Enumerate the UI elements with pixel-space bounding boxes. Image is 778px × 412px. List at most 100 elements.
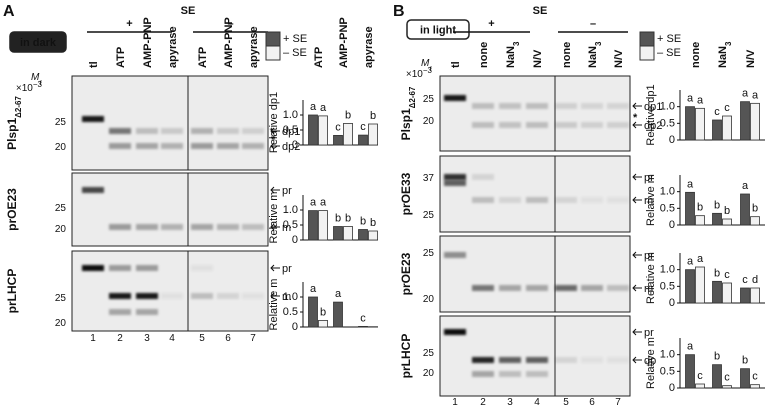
lane-header-base: NaN — [587, 46, 599, 68]
bar — [333, 301, 343, 328]
gel — [439, 155, 631, 233]
minus-label: – — [227, 18, 233, 30]
band-label: pr — [282, 263, 292, 275]
gel-band — [136, 293, 158, 299]
bar — [722, 282, 732, 304]
bar — [358, 134, 368, 146]
band-label: dp1 — [644, 101, 662, 113]
lane-number: 2 — [480, 397, 486, 408]
blot-name-sub: Δ2-67 — [14, 96, 23, 118]
lane-header: apyrase — [167, 26, 179, 68]
gel-band — [82, 116, 104, 122]
legend-label: – SE — [283, 47, 307, 59]
y-tick-label: 0 — [669, 297, 675, 309]
significance-letter: b — [345, 213, 351, 225]
size-marker: 25 — [423, 348, 435, 359]
bar — [685, 269, 695, 304]
significance-letter: c — [335, 121, 341, 133]
gel-band — [161, 293, 183, 299]
y-tick-label: 0.5 — [660, 365, 675, 377]
significance-letter: b — [335, 213, 341, 225]
lane-number: 4 — [169, 333, 175, 344]
lane-number: 4 — [534, 397, 540, 408]
bar — [318, 115, 328, 146]
band-label: dp — [644, 355, 656, 367]
y-tick-label: 0 — [669, 382, 675, 394]
gel-band — [581, 103, 603, 109]
bar — [308, 296, 318, 328]
lane-header-sub: 3 — [512, 41, 521, 46]
bar — [750, 287, 760, 304]
significance-letter: a — [687, 178, 694, 190]
gel — [71, 250, 269, 332]
band-label: * — [633, 112, 638, 124]
bar — [368, 123, 378, 146]
gel-band — [242, 224, 264, 230]
size-marker: 20 — [423, 294, 435, 305]
y-tick-label: 0 — [669, 219, 675, 231]
bar — [712, 212, 722, 226]
lane-header: AMP-PNP — [223, 17, 235, 68]
gel-band — [191, 143, 213, 149]
bar — [318, 210, 328, 241]
minus-label: – — [590, 18, 596, 30]
y-axis-label: Relative dp1 — [268, 92, 280, 153]
significance-letter: a — [697, 253, 704, 265]
bar — [722, 218, 732, 226]
legend-label: + SE — [657, 33, 681, 45]
category-header: AMP-PNP — [338, 17, 350, 68]
category-header: NaN3 — [717, 41, 733, 68]
blot-name-base: Plsp1 — [399, 108, 413, 140]
gel-band — [136, 265, 158, 271]
gel-band — [526, 285, 548, 291]
gel-band — [217, 143, 239, 149]
scale-label-sup: −3 — [33, 80, 43, 89]
badge-box — [9, 31, 67, 53]
gel-band — [555, 103, 577, 109]
gel-band — [581, 197, 603, 203]
category-header: apyrase — [363, 26, 375, 68]
y-tick-label: 0 — [669, 134, 675, 146]
gel-band — [136, 143, 158, 149]
bar — [750, 216, 760, 226]
y-tick-label: 1.0 — [660, 264, 675, 276]
band-label: pr — [282, 185, 292, 197]
band-arrow — [270, 292, 280, 300]
badge-box — [406, 19, 470, 40]
gel-band — [161, 128, 183, 134]
gel-band — [109, 293, 131, 299]
significance-letter: a — [310, 101, 317, 113]
gel-band — [444, 180, 466, 186]
gel-band — [109, 309, 131, 315]
gel-band — [555, 122, 577, 128]
bar — [695, 383, 705, 389]
gel-band — [607, 357, 629, 363]
lane-header: tl — [88, 61, 100, 68]
band-label: pr — [644, 172, 654, 184]
gel-band — [581, 122, 603, 128]
y-tick-label: 1.0 — [283, 291, 298, 303]
scale-label: ×10−3 — [16, 80, 43, 95]
gel-band — [499, 285, 521, 291]
gel-band — [499, 197, 521, 203]
lane-header: N/V — [613, 49, 625, 68]
band-arrow — [632, 284, 642, 292]
gel-band — [109, 128, 131, 134]
gel-band — [242, 128, 264, 134]
lane-number: 5 — [199, 333, 205, 344]
gel — [439, 235, 631, 313]
lane-number: 7 — [250, 333, 256, 344]
gel-band — [444, 329, 466, 335]
bar — [685, 191, 695, 226]
legend-swatch — [639, 45, 655, 61]
y-tick-label: 0 — [292, 234, 298, 246]
gel-band — [499, 371, 521, 377]
lane-header-base: NaN — [505, 46, 517, 68]
significance-letter: b — [370, 217, 376, 229]
significance-letter: b — [714, 199, 720, 211]
blot-name: Plsp1Δ2-67 — [5, 96, 23, 150]
treatment-label: SE — [181, 5, 196, 17]
significance-letter: c — [724, 269, 730, 281]
band-label: dp2 — [282, 141, 300, 153]
category-header: none — [690, 42, 702, 68]
